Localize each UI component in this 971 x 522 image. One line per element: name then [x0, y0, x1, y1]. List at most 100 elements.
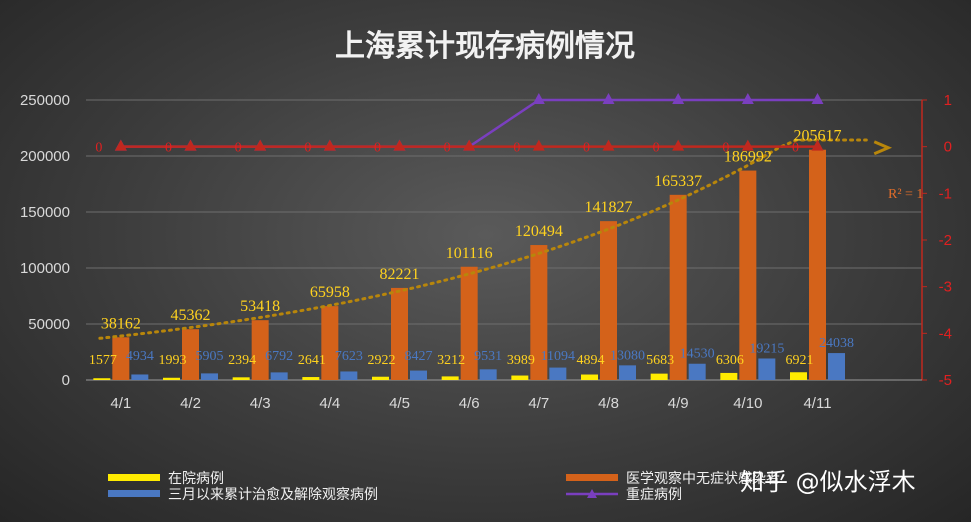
data-label: 0	[653, 141, 660, 156]
zero-marker	[463, 139, 476, 151]
bar	[720, 372, 738, 380]
trendline-r2-label: R² = 1	[888, 187, 923, 202]
zero-marker	[602, 139, 615, 151]
y-right-tick-label: -5	[939, 372, 952, 389]
chart-title: 上海累计现存病例情况	[335, 29, 635, 64]
zero-marker	[672, 139, 685, 151]
data-label: 186992	[724, 149, 772, 166]
x-tick-label: 4/9	[668, 395, 689, 412]
bar	[201, 373, 218, 380]
trendline-arrowhead	[873, 140, 893, 156]
data-label: 6306	[716, 353, 744, 368]
bar	[460, 266, 478, 380]
y-right-tick-label: -2	[939, 232, 952, 249]
x-tick-label: 4/11	[803, 395, 831, 412]
trendline	[98, 138, 868, 340]
data-label: 3212	[437, 353, 465, 368]
data-label: 0	[722, 141, 729, 156]
legend-swatch	[108, 474, 160, 481]
severe-marker	[811, 93, 824, 104]
zero-marker	[254, 139, 267, 151]
data-label: 65958	[310, 284, 350, 301]
data-label: 2394	[228, 353, 256, 368]
bar-layer	[93, 149, 845, 380]
data-label: 13080	[610, 348, 645, 363]
watermark: 知乎 @似水浮木	[740, 468, 916, 496]
bar	[669, 194, 687, 380]
bar	[251, 320, 269, 380]
severe-marker	[602, 93, 615, 104]
zero-marker	[114, 139, 127, 151]
legend-swatch	[566, 474, 618, 481]
bar	[511, 375, 529, 380]
data-label: 6921	[786, 353, 814, 368]
data-label: 1577	[89, 353, 117, 368]
data-label: 2641	[298, 353, 326, 368]
data-label: 19215	[749, 341, 784, 356]
data-label: 165337	[654, 173, 702, 190]
bar	[302, 377, 320, 380]
bar	[163, 377, 180, 380]
data-label: 38162	[101, 315, 141, 332]
data-label: 0	[304, 141, 311, 156]
legend-marker	[587, 489, 597, 498]
y-right-tick-label: -1	[939, 185, 952, 202]
bar	[131, 374, 149, 380]
y-right-tick-label: 0	[944, 139, 952, 156]
legend-label: 医学观察中无症状感染者	[626, 470, 780, 487]
data-label: 141827	[585, 199, 633, 216]
y-left-tick-label: 200000	[20, 148, 70, 165]
bar	[809, 149, 826, 380]
data-label: 3989	[507, 353, 535, 368]
y-right-tick-label: -4	[939, 325, 952, 342]
zero-marker	[532, 139, 545, 151]
y-left-tick-label: 0	[62, 372, 70, 389]
label-layer: 1577 1993 2394 2641 2922 3212 3989 4894 5683 6306…	[89, 128, 924, 368]
data-label: 0	[444, 141, 451, 156]
data-label: 2922	[368, 353, 396, 368]
x-tick-label: 4/4	[319, 395, 340, 412]
bar	[650, 373, 668, 380]
data-label: 45362	[171, 307, 211, 324]
zero-marker	[741, 139, 754, 151]
line-layer	[98, 93, 893, 340]
data-label: 1993	[159, 353, 187, 368]
bar	[410, 370, 427, 380]
data-label: 0	[513, 141, 520, 156]
axis-layer: 050000100000150000200000250000-5-4-3-2-1…	[20, 92, 952, 412]
x-tick-label: 4/6	[459, 395, 480, 412]
bar	[372, 376, 389, 380]
y-right-tick-label: -3	[939, 279, 952, 296]
bar	[581, 374, 598, 380]
bar	[479, 369, 497, 380]
bar	[112, 337, 130, 380]
data-label: 14530	[680, 347, 715, 362]
data-label: 7623	[335, 349, 363, 364]
data-label: 8427	[405, 349, 433, 364]
data-label: 0	[583, 141, 590, 156]
y-right-tick-label: 1	[944, 92, 952, 109]
bar	[600, 221, 617, 380]
y-left-tick-label: 100000	[20, 260, 70, 277]
severe-marker	[532, 93, 545, 104]
severe-marker	[672, 93, 685, 104]
x-tick-label: 4/8	[598, 395, 619, 412]
x-tick-label: 4/10	[733, 395, 762, 412]
data-label: 0	[165, 141, 172, 156]
data-label: 4934	[126, 349, 154, 364]
data-label: 5905	[196, 349, 224, 364]
x-tick-label: 4/5	[389, 395, 410, 412]
bar	[182, 329, 199, 380]
bar	[688, 363, 706, 380]
bar	[270, 372, 288, 380]
legend-label: 重症病例	[626, 487, 682, 503]
bar	[93, 378, 111, 380]
data-label: 6792	[265, 349, 293, 364]
data-label: 4894	[577, 353, 605, 368]
bar	[758, 358, 776, 380]
data-label: 5683	[646, 353, 674, 368]
x-tick-label: 4/2	[180, 395, 201, 412]
bar	[739, 170, 757, 380]
